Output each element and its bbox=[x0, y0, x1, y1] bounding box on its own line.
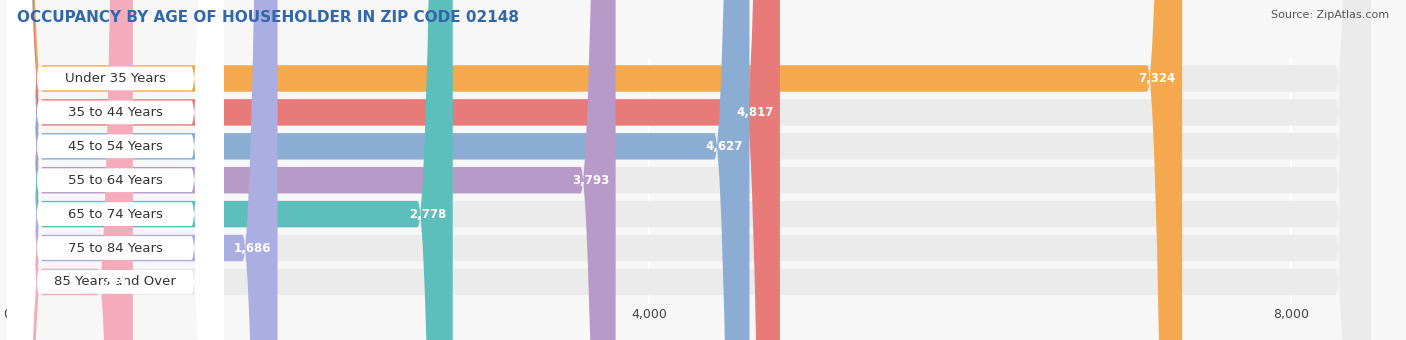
FancyBboxPatch shape bbox=[7, 0, 224, 340]
Text: Under 35 Years: Under 35 Years bbox=[65, 72, 166, 85]
FancyBboxPatch shape bbox=[7, 0, 1371, 340]
FancyBboxPatch shape bbox=[7, 0, 1371, 340]
Text: 35 to 44 Years: 35 to 44 Years bbox=[67, 106, 163, 119]
FancyBboxPatch shape bbox=[7, 0, 224, 340]
Text: 65 to 74 Years: 65 to 74 Years bbox=[67, 208, 163, 221]
FancyBboxPatch shape bbox=[7, 0, 277, 340]
FancyBboxPatch shape bbox=[7, 0, 453, 340]
Text: Source: ZipAtlas.com: Source: ZipAtlas.com bbox=[1271, 10, 1389, 20]
Text: OCCUPANCY BY AGE OF HOUSEHOLDER IN ZIP CODE 02148: OCCUPANCY BY AGE OF HOUSEHOLDER IN ZIP C… bbox=[17, 10, 519, 25]
Text: 4,817: 4,817 bbox=[737, 106, 773, 119]
FancyBboxPatch shape bbox=[7, 0, 1371, 340]
FancyBboxPatch shape bbox=[7, 0, 224, 340]
FancyBboxPatch shape bbox=[7, 0, 1371, 340]
Text: 1,686: 1,686 bbox=[233, 241, 271, 255]
Text: 2,778: 2,778 bbox=[409, 208, 446, 221]
FancyBboxPatch shape bbox=[7, 0, 1371, 340]
FancyBboxPatch shape bbox=[7, 0, 1182, 340]
FancyBboxPatch shape bbox=[7, 0, 132, 340]
FancyBboxPatch shape bbox=[7, 0, 616, 340]
FancyBboxPatch shape bbox=[7, 0, 224, 340]
Text: 85 Years and Over: 85 Years and Over bbox=[55, 275, 176, 288]
FancyBboxPatch shape bbox=[7, 0, 1371, 340]
Text: 3,793: 3,793 bbox=[572, 174, 609, 187]
Text: 75 to 84 Years: 75 to 84 Years bbox=[67, 241, 163, 255]
Text: 55 to 64 Years: 55 to 64 Years bbox=[67, 174, 163, 187]
Text: 4,627: 4,627 bbox=[706, 140, 742, 153]
Text: 7,324: 7,324 bbox=[1139, 72, 1175, 85]
FancyBboxPatch shape bbox=[7, 0, 224, 340]
Text: 784: 784 bbox=[101, 275, 127, 288]
FancyBboxPatch shape bbox=[7, 0, 749, 340]
FancyBboxPatch shape bbox=[7, 0, 1371, 340]
FancyBboxPatch shape bbox=[7, 0, 780, 340]
Text: 45 to 54 Years: 45 to 54 Years bbox=[67, 140, 163, 153]
FancyBboxPatch shape bbox=[7, 0, 224, 340]
FancyBboxPatch shape bbox=[7, 0, 224, 340]
